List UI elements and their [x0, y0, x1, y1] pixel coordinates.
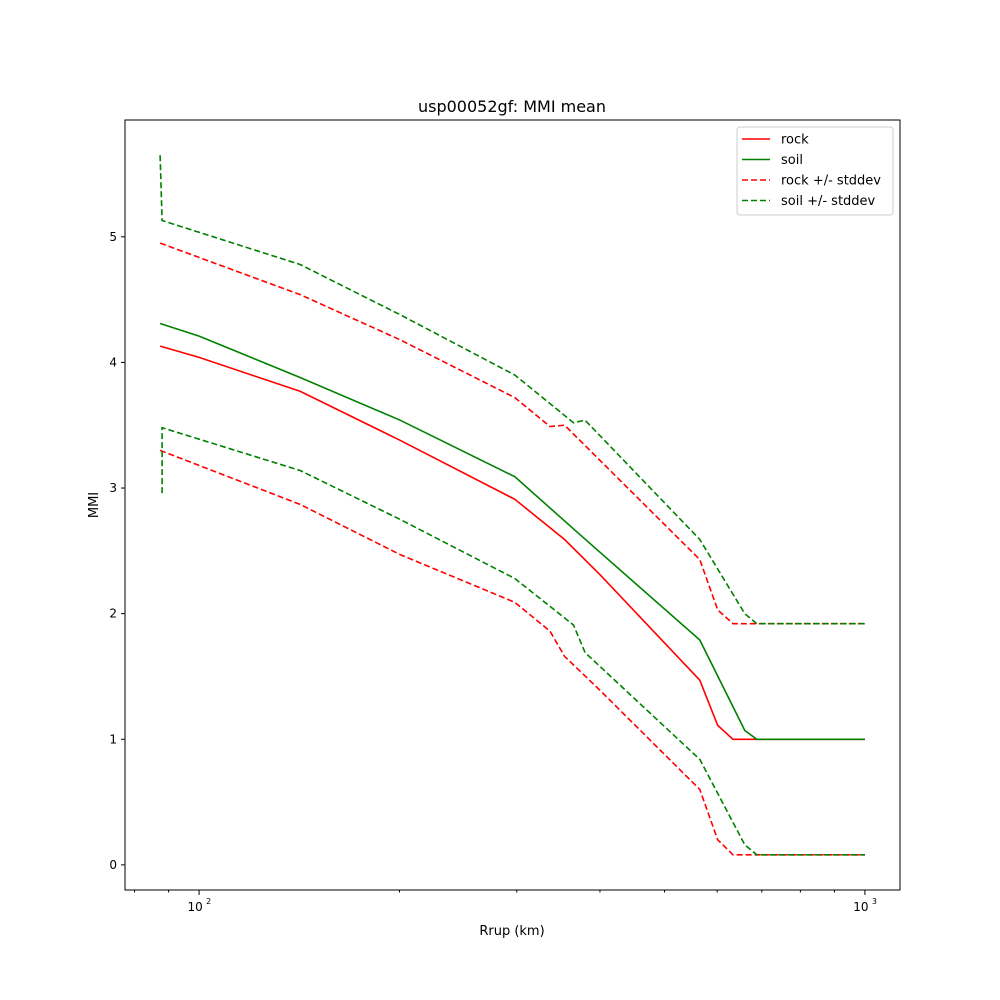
y-tick-label: 3 [109, 481, 117, 495]
series-line-soil-stddev [159, 155, 865, 625]
y-tick-label: 0 [109, 858, 117, 872]
x-tick-label: 10 [187, 900, 202, 914]
series-line-soil [159, 322, 865, 741]
x-tick-exponent: 3 [872, 897, 877, 906]
y-tick-label: 4 [109, 355, 117, 369]
chart-title: usp00052gf: MMI mean [418, 97, 606, 116]
plot-frame [124, 119, 901, 891]
series-line-rock-stddev [159, 242, 865, 625]
legend-label: soil +/- stddev [781, 194, 876, 209]
x-tick-exponent: 2 [206, 897, 211, 906]
x-tick-label: 10 [853, 900, 868, 914]
series-line-rock-stddev [159, 449, 865, 856]
series-line-soil-stddev [161, 426, 865, 856]
legend-label: soil [781, 153, 803, 168]
legend-box [736, 126, 894, 216]
legend-label: rock [781, 133, 809, 148]
y-axis-label: MMI [87, 492, 102, 518]
legend: rock soil rock +/- stddev soil +/- stddev [736, 126, 894, 216]
series-line-rock [159, 345, 865, 741]
legend-label: rock +/- stddev [781, 174, 881, 189]
y-tick-label: 5 [109, 230, 117, 244]
y-tick-label: 2 [109, 607, 117, 621]
x-axis-label: Rrup (km) [479, 924, 544, 939]
y-tick-label: 1 [109, 732, 117, 746]
